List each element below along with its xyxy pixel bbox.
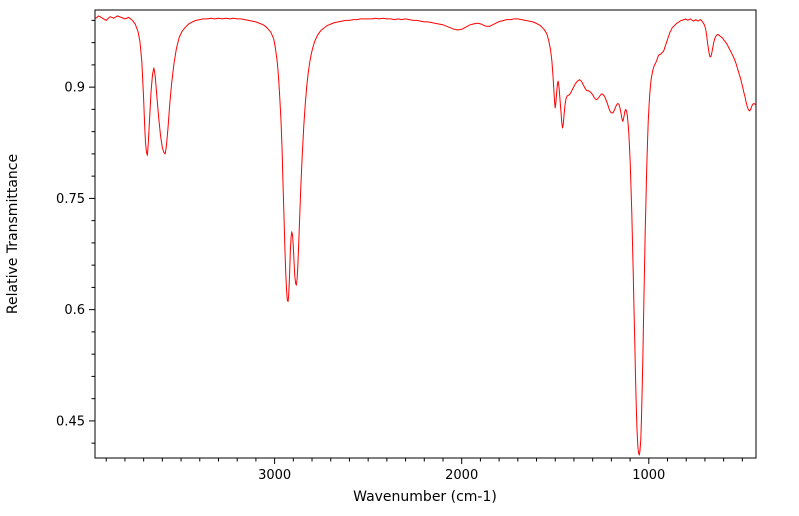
y-tick-label: 0.6 (64, 303, 85, 318)
y-axis-label: Relative Transmittance (5, 154, 21, 314)
y-tick-label: 0.45 (56, 414, 85, 429)
x-tick-label: 1000 (632, 468, 665, 483)
plot-area: 3000 2000 1000 0.45 0.6 0.75 0.9 (56, 9, 757, 483)
plot-frame (94, 9, 757, 459)
x-tick-label: 2000 (445, 468, 478, 483)
y-tick-label: 0.9 (64, 81, 85, 96)
x-tick-label: 3000 (258, 468, 291, 483)
spectrum-line (94, 15, 757, 456)
x-axis-label: Wavenumber (cm-1) (353, 489, 497, 505)
y-tick-label: 0.75 (56, 192, 85, 207)
